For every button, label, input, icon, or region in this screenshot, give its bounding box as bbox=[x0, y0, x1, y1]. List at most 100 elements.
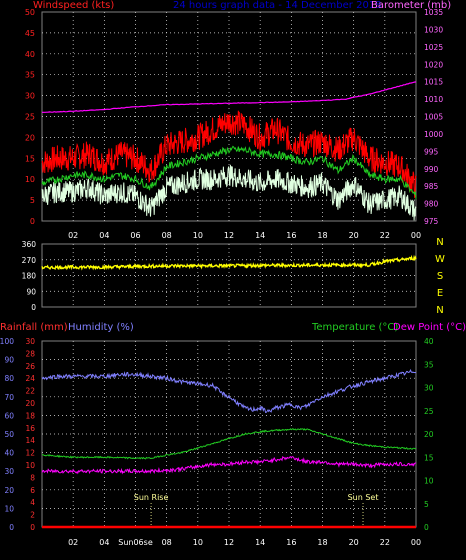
wind-x-tick-label: 18 bbox=[317, 231, 327, 240]
wind-average-line bbox=[41, 145, 417, 200]
humidity-y-tick-label: 80 bbox=[4, 374, 14, 383]
wind-x-tick-label: 00 bbox=[411, 231, 421, 240]
lower-x-tick-label: 08 bbox=[162, 538, 172, 547]
sunrise-label: Sun Rise bbox=[134, 493, 169, 502]
lower-x-tick-label: 14 bbox=[255, 538, 265, 547]
lower-x-tick-label: 04 bbox=[99, 538, 109, 547]
wind-y-tick-label: 50 bbox=[25, 8, 35, 17]
humidity-y-tick-label: 30 bbox=[4, 467, 14, 476]
humidity-y-tick-label: 10 bbox=[4, 504, 14, 513]
temperature-y-tick-label: 35 bbox=[424, 360, 434, 369]
temperature-line bbox=[41, 428, 417, 460]
barometer-y-tick-label: 980 bbox=[424, 200, 439, 209]
wind-y-tick-label: 5 bbox=[30, 196, 35, 205]
wind-y-tick-label: 10 bbox=[25, 175, 35, 184]
compass-letter: S bbox=[437, 271, 443, 282]
wind-gust-line bbox=[41, 110, 417, 199]
wind-y-tick-label: 0 bbox=[30, 217, 35, 226]
wind-direction-line bbox=[41, 254, 417, 271]
lower-x-tick-label: 16 bbox=[286, 538, 296, 547]
wind-x-tick-label: 06 bbox=[130, 231, 140, 240]
wind-speed-line bbox=[41, 164, 417, 221]
lower-x-tick-label: 02 bbox=[68, 538, 78, 547]
chart-title: 24 hours graph data - 14 December 2018 bbox=[173, 0, 382, 11]
barometer-y-tick-label: 1000 bbox=[424, 130, 443, 139]
lower-x-tick-label: 18 bbox=[317, 538, 327, 547]
humidity-y-tick-label: 100 bbox=[0, 337, 14, 346]
lower-x-tick-label: 00 bbox=[411, 538, 421, 547]
direction-y-tick-label: 0 bbox=[31, 303, 36, 312]
humidity-y-tick-label: 20 bbox=[4, 486, 14, 495]
wind-y-tick-label: 15 bbox=[25, 154, 35, 163]
barometer-y-tick-label: 1020 bbox=[424, 60, 443, 69]
barometer-y-tick-label: 990 bbox=[424, 165, 439, 174]
temperature-y-tick-label: 15 bbox=[424, 453, 434, 462]
rainfall-y-tick-label: 8 bbox=[30, 473, 35, 482]
rainfall-y-tick-label: 20 bbox=[25, 399, 35, 408]
temperature-y-tick-label: 25 bbox=[424, 407, 434, 416]
temperature-axis-title: Temperature (°C) bbox=[311, 322, 398, 333]
temperature-y-tick-label: 40 bbox=[424, 337, 434, 346]
rainfall-axis-title: Rainfall (mm) bbox=[0, 322, 68, 333]
rainfall-y-tick-label: 2 bbox=[30, 511, 35, 520]
direction-y-tick-label: 360 bbox=[22, 240, 37, 249]
humidity-y-tick-label: 50 bbox=[4, 430, 14, 439]
humidity-y-tick-label: 0 bbox=[9, 523, 14, 532]
rainfall-y-tick-label: 10 bbox=[25, 461, 35, 470]
lower-x-tick-label: Sun06se bbox=[118, 538, 153, 547]
compass-letter: W bbox=[435, 254, 445, 265]
rainfall-y-tick-label: 26 bbox=[25, 362, 35, 371]
rainfall-y-tick-label: 16 bbox=[25, 424, 35, 433]
barometer-y-tick-label: 1010 bbox=[424, 95, 443, 104]
humidity-axis-title: Humidity (%) bbox=[68, 322, 134, 333]
temperature-y-tick-label: 10 bbox=[424, 477, 434, 486]
wind-x-tick-label: 14 bbox=[255, 231, 265, 240]
plot-layer: 0510152025303540455097598098599099510001… bbox=[0, 8, 445, 547]
barometer-line bbox=[41, 81, 417, 113]
barometer-y-tick-label: 985 bbox=[424, 182, 439, 191]
rainfall-y-tick-label: 14 bbox=[25, 436, 35, 445]
wind-y-tick-label: 20 bbox=[25, 133, 35, 142]
wind-y-tick-label: 45 bbox=[25, 29, 35, 38]
wind-y-tick-label: 25 bbox=[25, 113, 35, 122]
temperature-y-tick-label: 0 bbox=[424, 523, 429, 532]
lower-x-tick-label: 20 bbox=[349, 538, 359, 547]
barometer-y-tick-label: 1035 bbox=[424, 8, 443, 17]
direction-y-tick-label: 90 bbox=[26, 287, 36, 296]
barometer-y-tick-label: 1015 bbox=[424, 78, 443, 87]
wind-x-tick-label: 02 bbox=[68, 231, 78, 240]
sunset-label: Sun Set bbox=[348, 493, 379, 502]
temperature-y-tick-label: 30 bbox=[424, 384, 434, 393]
wind-x-tick-label: 16 bbox=[286, 231, 296, 240]
wind-y-tick-label: 40 bbox=[25, 50, 35, 59]
rainfall-y-tick-label: 6 bbox=[30, 486, 35, 495]
barometer-y-tick-label: 975 bbox=[424, 217, 439, 226]
rainfall-y-tick-label: 28 bbox=[25, 349, 35, 358]
lower-x-tick-label: 10 bbox=[193, 538, 203, 547]
rainfall-y-tick-label: 24 bbox=[25, 374, 35, 383]
rainfall-y-tick-label: 12 bbox=[25, 449, 35, 458]
rainfall-y-tick-label: 4 bbox=[30, 498, 35, 507]
barometer-y-tick-label: 1030 bbox=[424, 25, 443, 34]
rainfall-y-tick-label: 18 bbox=[25, 411, 35, 420]
barometer-axis-title: Barometer (mb) bbox=[371, 0, 451, 11]
direction-y-tick-label: 270 bbox=[22, 256, 37, 265]
wind-x-tick-label: 12 bbox=[224, 231, 234, 240]
barometer-y-tick-label: 1005 bbox=[424, 113, 443, 122]
humidity-line bbox=[41, 368, 417, 414]
humidity-y-tick-label: 60 bbox=[4, 411, 14, 420]
dewpoint-line bbox=[41, 455, 417, 475]
rainfall-y-tick-label: 30 bbox=[25, 337, 35, 346]
rainfall-y-tick-label: 22 bbox=[25, 387, 35, 396]
rainfall-y-tick-label: 0 bbox=[30, 523, 35, 532]
wind-x-tick-label: 04 bbox=[99, 231, 109, 240]
humidity-y-tick-label: 40 bbox=[4, 449, 14, 458]
humidity-y-tick-label: 90 bbox=[4, 356, 14, 365]
barometer-y-tick-label: 995 bbox=[424, 147, 439, 156]
wind-x-tick-label: 20 bbox=[349, 231, 359, 240]
windspeed-axis-title: Windspeed (kts) bbox=[33, 0, 114, 11]
compass-letter: E bbox=[437, 288, 443, 299]
compass-letter: N bbox=[436, 305, 443, 316]
